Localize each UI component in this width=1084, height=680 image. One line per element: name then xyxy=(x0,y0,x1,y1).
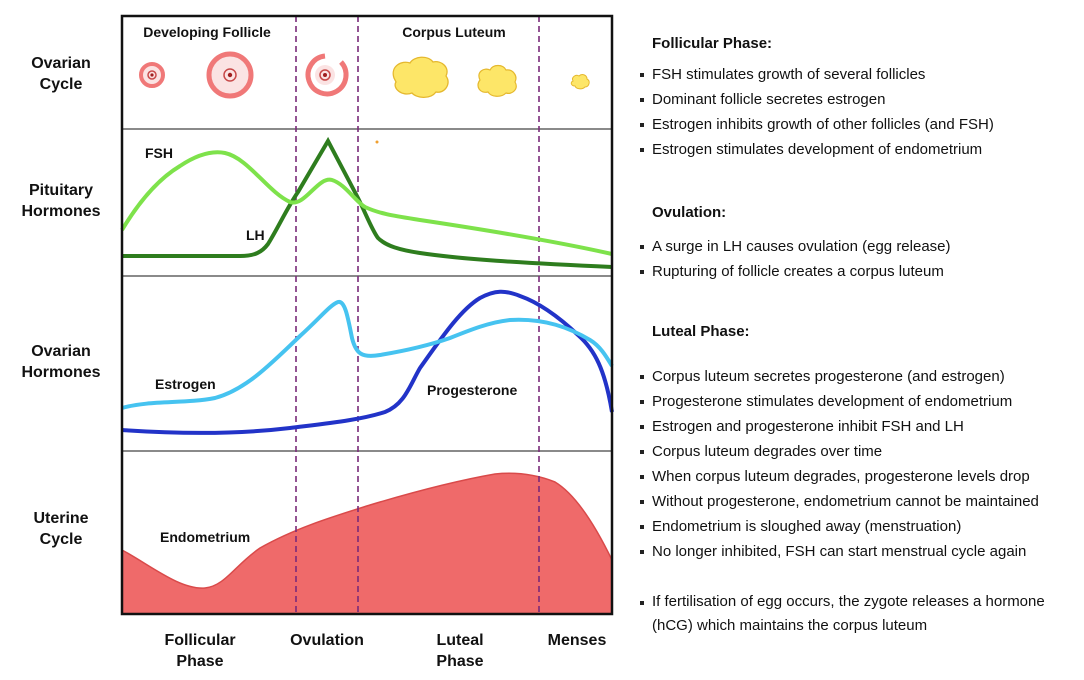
row-label-pituitary-hormones: Pituitary Hormones xyxy=(0,180,122,222)
list-item: Endometrium is sloughed away (menstruati… xyxy=(640,514,1082,539)
phase-label-menses: Menses xyxy=(530,630,624,651)
corpus-luteum-small-icon xyxy=(570,74,590,90)
row-label-line: Pituitary xyxy=(28,182,93,199)
list-item: Corpus luteum secretes progesterone (and… xyxy=(640,364,1082,389)
list-item: Estrogen stimulates development of endom… xyxy=(640,137,1082,162)
luteal-phase-section: Luteal Phase: Corpus luteum secretes pro… xyxy=(640,322,1082,564)
developing-follicle-label: Developing Follicle xyxy=(143,24,271,40)
list-item: Corpus luteum degrades over time xyxy=(640,439,1082,464)
endometrium-label: Endometrium xyxy=(160,529,250,545)
speck-icon xyxy=(375,140,379,144)
fsh-label: FSH xyxy=(145,145,173,161)
phase-label-line: Follicular xyxy=(164,632,236,649)
list-item: Estrogen and progesterone inhibit FSH an… xyxy=(640,414,1082,439)
follicular-phase-section: Follicular Phase: FSH stimulates growth … xyxy=(640,34,1082,162)
list-item: Dominant follicle secretes estrogen xyxy=(640,87,1082,112)
phase-label-ovulation: Ovulation xyxy=(272,630,382,651)
estrogen-label: Estrogen xyxy=(155,376,216,392)
row-label-ovarian-cycle: Ovarian Cycle xyxy=(0,53,122,95)
row-label-line: Cycle xyxy=(39,76,83,93)
follicle-small-icon xyxy=(139,62,165,88)
list-item: When corpus luteum degrades, progesteron… xyxy=(640,464,1082,489)
corpus-luteum-label: Corpus Luteum xyxy=(402,24,505,40)
list-item: Estrogen inhibits growth of other follic… xyxy=(640,112,1082,137)
list-item: Rupturing of follicle creates a corpus l… xyxy=(640,259,1082,284)
list-item: A surge in LH causes ovulation (egg rele… xyxy=(640,234,1082,259)
ovulation-section: Ovulation: A surge in LH causes ovulatio… xyxy=(640,203,1082,284)
row-label-uterine-cycle: Uterine Cycle xyxy=(0,508,122,550)
follicle-large-icon xyxy=(206,51,254,99)
phase-label-luteal: Luteal Phase xyxy=(410,630,510,672)
phase-label-line: Phase xyxy=(176,653,224,670)
row-label-line: Ovarian xyxy=(31,55,91,72)
phase-label-follicular: Follicular Phase xyxy=(140,630,260,672)
row-label-line: Cycle xyxy=(39,531,83,548)
diagram-frame xyxy=(120,14,614,616)
lh-label: LH xyxy=(246,227,265,243)
ruptured-follicle-icon xyxy=(305,53,349,97)
section-title: Luteal Phase: xyxy=(652,323,750,340)
list-item: FSH stimulates growth of several follicl… xyxy=(640,62,1082,87)
fertilisation-note: If fertilisation of egg occurs, the zygo… xyxy=(640,590,1082,638)
section-title: Ovulation: xyxy=(652,204,727,221)
corpus-luteum-medium-icon xyxy=(477,64,517,97)
fsh-curve xyxy=(120,150,613,256)
section-title: Follicular Phase: xyxy=(652,35,773,52)
row-label-line: Uterine xyxy=(33,510,89,527)
menstrual-cycle-diagram: Developing Follicle Corpus Luteum FSH LH… xyxy=(120,14,614,616)
corpus-luteum-large-icon xyxy=(392,56,449,99)
progesterone-label: Progesterone xyxy=(427,382,517,398)
row-label-ovarian-hormones: Ovarian Hormones xyxy=(0,341,122,383)
list-item: No longer inhibited, FSH can start menst… xyxy=(640,539,1082,564)
endometrium-area xyxy=(121,472,613,615)
estrogen-curve xyxy=(121,299,614,410)
phase-label-line: Phase xyxy=(436,653,484,670)
phase-label-line: Menses xyxy=(547,632,607,649)
lh-curve xyxy=(122,136,613,269)
row-label-line: Ovarian xyxy=(31,343,91,360)
list-item: Progesterone stimulates development of e… xyxy=(640,389,1082,414)
phase-label-line: Ovulation xyxy=(290,632,364,649)
phase-label-line: Luteal xyxy=(436,632,484,649)
row-label-line: Hormones xyxy=(21,364,101,381)
row-label-line: Hormones xyxy=(21,203,101,220)
list-item: Without progesterone, endometrium cannot… xyxy=(640,489,1082,514)
